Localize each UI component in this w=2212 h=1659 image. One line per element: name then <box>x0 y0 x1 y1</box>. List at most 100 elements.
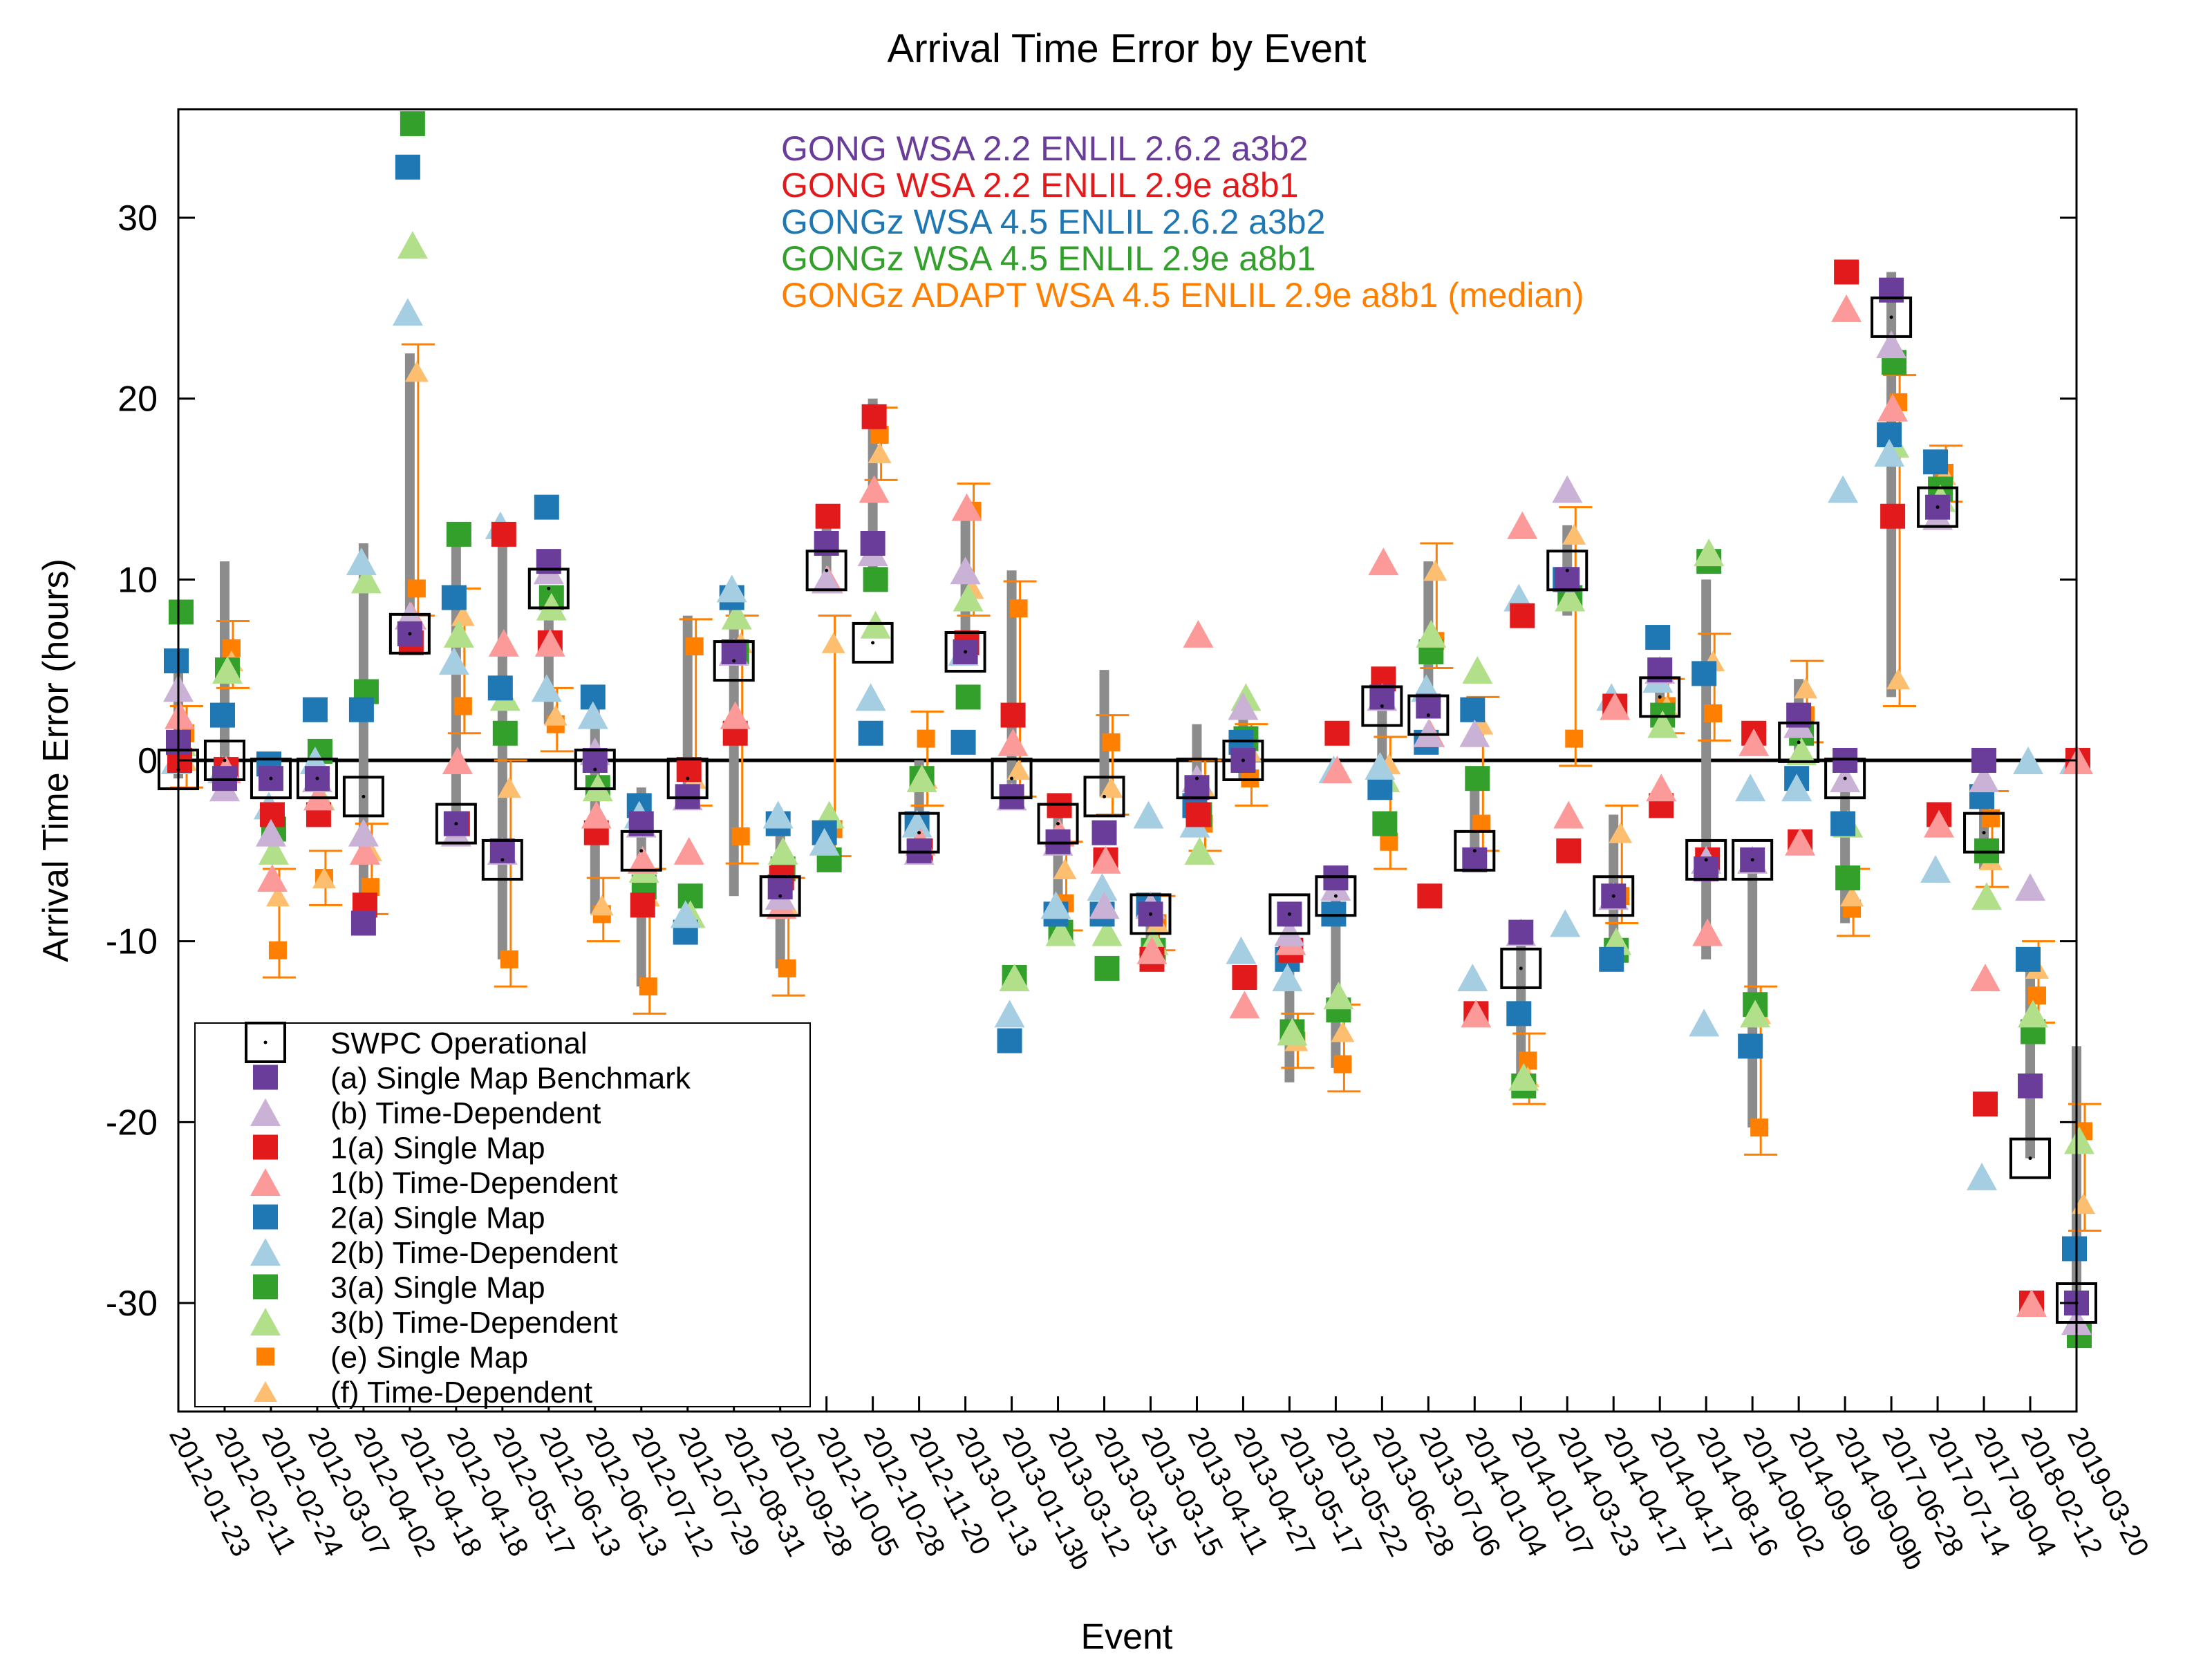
point-f-2014-03-23 <box>1562 523 1586 545</box>
y-tick-label: 30 <box>118 198 158 238</box>
y-tick-label: 0 <box>138 741 158 781</box>
point-swpc-2013-04-11 <box>1176 758 1218 800</box>
legend-label-3b: 3(b) Time-Dependent <box>330 1306 618 1340</box>
point-swpc-2013-01-13b-dot <box>1010 776 1014 780</box>
point-b-2013-01-13 <box>950 556 981 585</box>
point-swpc-2012-02-11 <box>203 740 245 781</box>
point-1a-2013-05-22 <box>1324 720 1350 746</box>
point-3b-2014-09-09 <box>1786 737 1817 765</box>
point-3b-2012-08-31 <box>721 601 752 630</box>
point-1b-2012-05-17 <box>488 628 519 657</box>
point-swpc-2012-10-28 <box>852 621 894 664</box>
point-1b-2014-01-07 <box>1507 511 1538 539</box>
point-e-2012-02-24 <box>268 941 287 959</box>
point-2b-2013-05-17 <box>1272 964 1303 991</box>
point-2a-2012-06-13 <box>534 494 559 520</box>
point-2b-2012-04-02 <box>346 547 377 576</box>
point-e-2018-02-12 <box>2028 986 2047 1005</box>
point-2b-2012-06-13 <box>577 701 608 729</box>
point-1b-2012-02-24 <box>256 864 288 892</box>
point-2b-2017-06-28 <box>1874 439 1905 467</box>
point-swpc-2012-02-24-dot <box>269 776 273 780</box>
point-swpc-2012-06-13 <box>574 749 616 791</box>
point-2b-2014-08-16 <box>1689 1009 1720 1037</box>
point-3b-2013-01-13b <box>999 964 1030 991</box>
point-1b-2014-09-09b <box>1831 294 1862 322</box>
point-2b-2013-06-28 <box>1365 751 1396 780</box>
point-2a-2013-01-13b <box>997 1028 1022 1053</box>
point-3b-2012-04-18 <box>443 619 474 648</box>
point-swpc-2014-01-07 <box>1500 947 1542 989</box>
point-swpc-2013-03-15-dot <box>1103 794 1107 798</box>
point-f-2012-04-18 <box>404 361 429 382</box>
point-e-2013-03-15 <box>1102 733 1121 751</box>
point-3a-2013-03-15 <box>1094 955 1120 981</box>
point-2a-2012-02-11 <box>209 702 235 728</box>
point-1b-2012-04-02 <box>349 836 380 865</box>
point-swpc-2014-04-17 <box>1593 875 1635 917</box>
point-2a-2014-08-16 <box>1691 661 1717 686</box>
point-f-2012-02-24 <box>265 885 290 907</box>
point-1b-2012-07-29 <box>673 836 704 865</box>
point-1b-2013-01-13 <box>951 493 982 521</box>
point-2b-2013-01-13b <box>994 1000 1025 1028</box>
annotation-line: GONGz ADAPT WSA 4.5 ENLIL 2.9e a8b1 (med… <box>781 276 1584 315</box>
point-2a-2014-01-07 <box>1506 1001 1532 1027</box>
point-swpc-2014-08-16 <box>1685 838 1727 881</box>
point-3a-2013-06-28 <box>1372 811 1398 836</box>
point-3a-2012-05-17 <box>492 720 518 746</box>
point-swpc-2013-07-06 <box>1407 694 1450 736</box>
point-swpc-2017-09-04 <box>1963 812 2005 854</box>
point-f-2014-04-17 <box>1609 822 1633 843</box>
point-f-2013-01-13b <box>1006 759 1031 780</box>
point-swpc-2013-01-13-dot <box>964 650 968 654</box>
point-2b-2014-09-02 <box>1735 774 1766 802</box>
point-e-2012-07-29 <box>685 637 704 656</box>
point-3b-2013-04-11 <box>1184 836 1215 865</box>
point-b-2017-06-28 <box>1876 330 1907 359</box>
point-f-2013-03-15 <box>1099 777 1123 798</box>
point-2a-2013-01-13 <box>950 729 976 755</box>
point-swpc-2017-06-28-dot <box>1889 315 1893 319</box>
point-2b-2012-07-29 <box>670 900 701 928</box>
point-swpc-2012-04-02 <box>342 776 384 818</box>
point-swpc-2014-09-09-dot <box>1797 740 1801 744</box>
point-2a-2019-03-20 <box>2062 1236 2087 1262</box>
point-2a-2012-04-02 <box>348 697 374 722</box>
point-swpc-2013-05-22 <box>1315 875 1357 917</box>
point-1b-2012-01-23 <box>165 701 195 729</box>
point-f-2017-06-28 <box>1886 668 1911 690</box>
point-2a-2018-02-12 <box>2016 946 2041 972</box>
point-e-2013-05-22 <box>1333 1055 1352 1074</box>
legend-label-2a: 2(a) Single Map <box>330 1201 545 1235</box>
annotation-line: GONGz WSA 4.5 ENLIL 2.6.2 a3b2 <box>781 203 1325 241</box>
point-swpc-2012-03-07 <box>296 758 338 800</box>
point-1a-2014-01-07 <box>1510 603 1535 628</box>
legend: SWPC Operational(a) Single Map Benchmark… <box>194 1022 811 1409</box>
point-3b-2014-09-02 <box>1740 1000 1771 1028</box>
y-axis-label: Arrival Time Error (hours) <box>36 559 76 962</box>
point-3b-2012-02-11 <box>212 656 243 684</box>
point-1b-2013-03-15 <box>1090 845 1121 874</box>
legend-label-swpc: SWPC Operational <box>330 1027 588 1060</box>
point-3b-2012-04-18 <box>397 231 428 259</box>
point-1a-2017-09-04 <box>1973 1091 1998 1117</box>
x-axis-label: Event <box>1081 1617 1174 1657</box>
point-swpc-2012-07-12-dot <box>639 849 644 853</box>
point-e-2014-09-02 <box>1750 1118 1769 1137</box>
point-2b-2017-07-14 <box>1920 855 1951 883</box>
legend-marker-b <box>250 1098 281 1126</box>
point-swpc-2014-09-02-dot <box>1750 858 1754 862</box>
point-3b-2018-02-12 <box>2018 1000 2049 1028</box>
point-1a-2012-07-12 <box>630 892 655 918</box>
point-2b-2018-02-12 <box>2013 747 2044 774</box>
point-3b-2012-04-02 <box>350 565 382 594</box>
legend-box <box>194 1022 811 1407</box>
point-swpc-2012-09-28 <box>759 875 801 917</box>
point-2a-2012-05-17 <box>487 675 513 701</box>
point-swpc-2012-08-31-dot <box>732 659 736 663</box>
point-2b-2012-11-20 <box>901 809 932 838</box>
point-3b-2017-09-04 <box>1971 882 2003 910</box>
point-2b-2013-03-12 <box>1040 891 1071 919</box>
